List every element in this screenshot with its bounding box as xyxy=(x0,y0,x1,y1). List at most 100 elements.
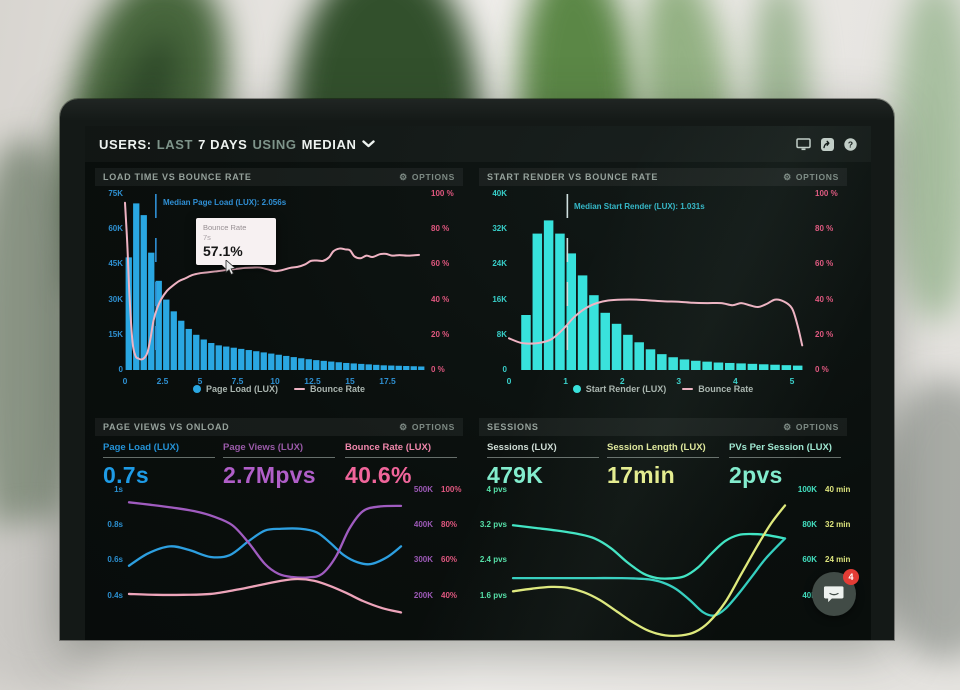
axis-tick: 60 % xyxy=(431,259,450,269)
axis-tick: 0 xyxy=(506,376,512,386)
axis-tick: 100K xyxy=(797,485,817,494)
median-annotation: Median Start Render (LUX): 1.031s xyxy=(574,202,705,211)
chevron-down-icon xyxy=(361,140,375,148)
notification-badge: 4 xyxy=(843,569,859,585)
axis-tick: 0.6s xyxy=(107,555,123,565)
axis-tick: 80 % xyxy=(815,224,834,234)
legend-start-render[interactable]: Start Render (LUX) xyxy=(572,384,666,394)
axis-tick: 80% xyxy=(441,520,458,530)
chat-widget-button[interactable]: 4 xyxy=(812,569,859,616)
metric-session-length: Session Length (LUX) 17min xyxy=(607,442,719,489)
axis-tick: 15K xyxy=(108,329,123,339)
axis-tick: 40K xyxy=(492,189,507,198)
sessions-chart-plot[interactable] xyxy=(513,490,785,638)
plant-leaf xyxy=(895,0,960,320)
axis-tick: 5 xyxy=(197,376,203,386)
page-views-chart-plot[interactable] xyxy=(129,490,401,638)
metric-page-views: Page Views (LUX) 2.7Mpvs xyxy=(223,442,335,489)
legend-dot-icon xyxy=(572,385,581,393)
axis-tick: 8K xyxy=(496,329,507,339)
axis-tick: 100% xyxy=(441,485,462,494)
axis-tick: 3 xyxy=(676,376,682,386)
share-icon[interactable] xyxy=(821,137,834,151)
app-header: USERS: LAST 7 DAYS USING MEDIAN ? xyxy=(85,126,871,162)
start-render-chart-plot[interactable] xyxy=(509,194,809,370)
axis-tick: 2 xyxy=(619,376,625,386)
options-button[interactable]: ⚙ OPTIONS xyxy=(783,421,839,432)
axis-tick: 1s xyxy=(114,485,123,494)
gear-icon: ⚙ xyxy=(399,421,408,432)
axis-tick: 500K xyxy=(413,485,433,494)
axis-tick: 4 xyxy=(733,376,738,386)
axis-tick: 60K xyxy=(802,555,817,565)
panel-sessions: SESSIONS ⚙ OPTIONS Sessions (LUX) 479K Se… xyxy=(479,418,850,640)
axis-tick: 0 % xyxy=(431,365,445,374)
dashboard-title-dropdown[interactable]: USERS: LAST 7 DAYS USING MEDIAN xyxy=(99,137,375,152)
legend-bounce-rate[interactable]: Bounce Rate xyxy=(294,384,365,394)
panel-load-time-vs-bounce-rate: LOAD TIME VS BOUNCE RATE ⚙ OPTIONS Median… xyxy=(95,168,463,402)
axis-tick: 1 xyxy=(563,376,568,386)
axis-tick: 40 % xyxy=(431,294,450,304)
axis-tick: 5 xyxy=(789,376,795,386)
title-days: 7 DAYS xyxy=(198,136,248,152)
gear-icon: ⚙ xyxy=(399,171,408,182)
axis-tick: 0.4s xyxy=(107,590,123,600)
chart-canvas xyxy=(129,490,401,638)
axis-tick: 24 min xyxy=(825,555,851,565)
chart-canvas xyxy=(125,194,425,370)
panel-start-render-vs-bounce-rate: START RENDER VS BOUNCE RATE ⚙ OPTIONS Med… xyxy=(479,168,847,402)
laptop: USERS: LAST 7 DAYS USING MEDIAN ? LOAD T… xyxy=(60,99,894,640)
load-time-chart-plot[interactable] xyxy=(125,194,425,370)
metric-sessions: Sessions (LUX) 479K xyxy=(487,442,599,489)
metric-page-load: Page Load (LUX) 0.7s xyxy=(103,442,215,489)
title-median: MEDIAN xyxy=(301,136,357,152)
axis-tick: 0 xyxy=(118,365,123,374)
panel-header: LOAD TIME VS BOUNCE RATE ⚙ OPTIONS xyxy=(95,168,463,186)
chat-bubble-icon xyxy=(823,586,844,603)
metric-pvs-per-session: PVs Per Session (LUX) 2pvs xyxy=(729,442,841,489)
axis-tick: 16K xyxy=(492,294,507,304)
axis-tick: 200K xyxy=(413,590,433,600)
axis-tick: 20 % xyxy=(815,329,834,339)
title-users: USERS: xyxy=(99,136,152,152)
toolbar: ? xyxy=(796,137,857,151)
panel-header: PAGE VIEWS VS ONLOAD ⚙ OPTIONS xyxy=(95,418,463,436)
axis-tick: 20 % xyxy=(431,329,450,339)
legend-line-icon xyxy=(682,388,694,390)
axis-tick: 80 % xyxy=(431,224,450,234)
axis-tick: 40 % xyxy=(815,294,834,304)
panel-header: START RENDER VS BOUNCE RATE ⚙ OPTIONS xyxy=(479,168,847,186)
legend-dot-icon xyxy=(192,385,201,393)
axis-tick: 60% xyxy=(441,555,458,565)
chart-canvas xyxy=(509,194,809,370)
axis-tick: 100 % xyxy=(431,189,454,198)
legend-bounce-rate[interactable]: Bounce Rate xyxy=(682,384,753,394)
axis-tick: 60 % xyxy=(815,259,834,269)
options-button[interactable]: ⚙ OPTIONS xyxy=(399,171,455,182)
axis-tick: 40 min xyxy=(825,485,851,494)
axis-tick: 30K xyxy=(108,294,123,304)
axis-tick: 2.4 pvs xyxy=(479,555,507,565)
mouse-cursor xyxy=(225,260,237,276)
axis-tick: 40K xyxy=(802,590,817,600)
gear-icon: ⚙ xyxy=(783,171,792,182)
options-button[interactable]: ⚙ OPTIONS xyxy=(783,171,839,182)
legend-page-load[interactable]: Page Load (LUX) xyxy=(192,384,278,394)
axis-tick: 24K xyxy=(492,259,507,269)
axis-tick: 80K xyxy=(802,520,817,530)
title-last: LAST xyxy=(156,136,194,152)
display-icon[interactable] xyxy=(796,137,811,151)
options-button[interactable]: ⚙ OPTIONS xyxy=(399,421,455,432)
help-icon[interactable]: ? xyxy=(844,137,857,151)
axis-tick: 60K xyxy=(108,224,123,234)
axis-tick: 4 pvs xyxy=(486,485,507,494)
chart-tooltip: Bounce Rate 7s 57.1% xyxy=(196,218,276,270)
median-annotation: Median Page Load (LUX): 2.056s xyxy=(163,198,287,207)
axis-tick: 0 xyxy=(502,365,507,374)
panel-title: SESSIONS xyxy=(487,422,539,432)
svg-text:?: ? xyxy=(848,139,853,149)
axis-tick: 32 min xyxy=(825,520,851,530)
axis-tick: 0 % xyxy=(815,365,829,374)
axis-tick: 100 % xyxy=(815,189,838,198)
dashboard-screen: USERS: LAST 7 DAYS USING MEDIAN ? LOAD T… xyxy=(85,126,871,640)
